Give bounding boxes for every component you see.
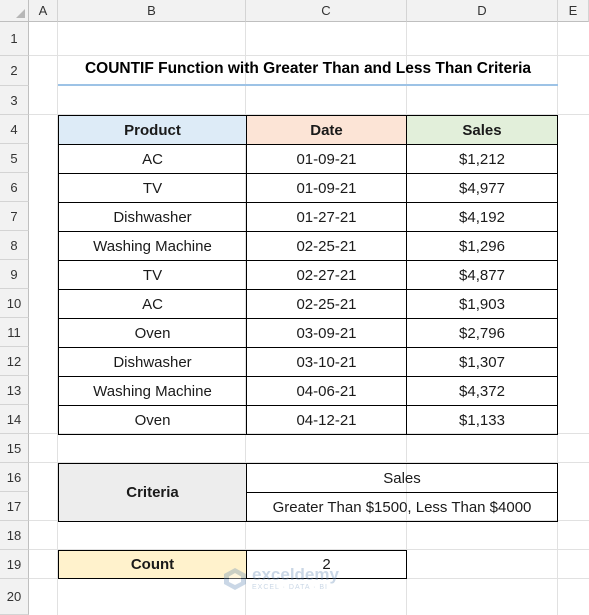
table-cell-date[interactable]: 03-09-21 [246, 318, 407, 348]
gridline [29, 433, 589, 434]
table-cell-sales[interactable]: $1,133 [406, 405, 558, 435]
row-header-20[interactable]: 20 [0, 579, 29, 615]
row-header-6[interactable]: 6 [0, 173, 29, 202]
sheet-title[interactable]: COUNTIF Function with Greater Than and L… [84, 60, 532, 77]
table-cell-date[interactable]: 04-12-21 [246, 405, 407, 435]
table-cell-sales[interactable]: $1,307 [406, 347, 558, 377]
gridline [29, 55, 589, 56]
criteria-field-cell[interactable]: Sales [246, 463, 558, 493]
watermark-name: exceldemy [252, 565, 339, 584]
row-header-10[interactable]: 10 [0, 289, 29, 318]
criteria-label-cell[interactable]: Criteria [58, 463, 247, 522]
table-cell-sales[interactable]: $1,903 [406, 289, 558, 319]
exceldemy-watermark: exceldemy EXCEL · DATA · BI [222, 566, 339, 592]
watermark-tagline: EXCEL · DATA · BI [252, 584, 328, 591]
row-header-4[interactable]: 4 [0, 115, 29, 144]
row-header-2[interactable]: 2 [0, 56, 29, 86]
table-cell-sales[interactable]: $4,372 [406, 376, 558, 406]
column-header-e[interactable]: E [558, 0, 589, 22]
row-header-15[interactable]: 15 [0, 434, 29, 463]
exceldemy-logo-icon [224, 568, 246, 590]
table-cell-sales[interactable]: $4,192 [406, 202, 558, 232]
title-underline [58, 84, 558, 86]
column-header-b[interactable]: B [58, 0, 246, 22]
count-label-cell[interactable]: Count [58, 550, 247, 579]
row-header-13[interactable]: 13 [0, 376, 29, 405]
column-header-c[interactable]: C [246, 0, 407, 22]
table-cell-product[interactable]: TV [58, 260, 247, 290]
row-header-11[interactable]: 11 [0, 318, 29, 347]
table-cell-date[interactable]: 02-25-21 [246, 289, 407, 319]
row-header-1[interactable]: 1 [0, 22, 29, 56]
table-cell-date[interactable]: 01-09-21 [246, 173, 407, 203]
column-header-a[interactable]: A [29, 0, 58, 22]
gridline [29, 462, 589, 463]
table-cell-date[interactable]: 01-27-21 [246, 202, 407, 232]
row-header-12[interactable]: 12 [0, 347, 29, 376]
header-date[interactable]: Date [246, 115, 407, 145]
table-cell-sales[interactable]: $4,977 [406, 173, 558, 203]
row-header-16[interactable]: 16 [0, 463, 29, 492]
table-cell-product[interactable]: Dishwasher [58, 202, 247, 232]
table-cell-product[interactable]: Washing Machine [58, 231, 247, 261]
table-cell-product[interactable]: AC [58, 289, 247, 319]
header-product[interactable]: Product [58, 115, 247, 145]
row-header-3[interactable]: 3 [0, 86, 29, 115]
table-cell-sales[interactable]: $1,296 [406, 231, 558, 261]
row-header-7[interactable]: 7 [0, 202, 29, 231]
table-cell-date[interactable]: 03-10-21 [246, 347, 407, 377]
table-cell-product[interactable]: Washing Machine [58, 376, 247, 406]
table-cell-sales[interactable]: $2,796 [406, 318, 558, 348]
table-cell-product[interactable]: Dishwasher [58, 347, 247, 377]
table-cell-product[interactable]: AC [58, 144, 247, 174]
row-header-14[interactable]: 14 [0, 405, 29, 434]
row-header-18[interactable]: 18 [0, 521, 29, 550]
table-cell-product[interactable]: TV [58, 173, 247, 203]
table-cell-date[interactable]: 02-27-21 [246, 260, 407, 290]
column-header-d[interactable]: D [407, 0, 558, 22]
row-header-9[interactable]: 9 [0, 260, 29, 289]
select-all-triangle-icon [16, 9, 25, 18]
table-cell-sales[interactable]: $4,877 [406, 260, 558, 290]
table-cell-date[interactable]: 04-06-21 [246, 376, 407, 406]
table-cell-product[interactable]: Oven [58, 405, 247, 435]
gridline [29, 114, 589, 115]
row-header-8[interactable]: 8 [0, 231, 29, 260]
row-header-17[interactable]: 17 [0, 492, 29, 521]
count-value-cell[interactable]: 2 [246, 550, 407, 579]
table-cell-sales[interactable]: $1,212 [406, 144, 558, 174]
table-cell-date[interactable]: 02-25-21 [246, 231, 407, 261]
gridline [29, 520, 589, 521]
header-sales[interactable]: Sales [406, 115, 558, 145]
criteria-condition-cell[interactable]: Greater Than $1500, Less Than $4000 [246, 492, 558, 522]
row-header-5[interactable]: 5 [0, 144, 29, 173]
gridline [29, 549, 589, 550]
select-all-corner[interactable] [0, 0, 29, 22]
row-header-19[interactable]: 19 [0, 550, 29, 579]
table-cell-product[interactable]: Oven [58, 318, 247, 348]
table-cell-date[interactable]: 01-09-21 [246, 144, 407, 174]
gridline [57, 22, 58, 615]
